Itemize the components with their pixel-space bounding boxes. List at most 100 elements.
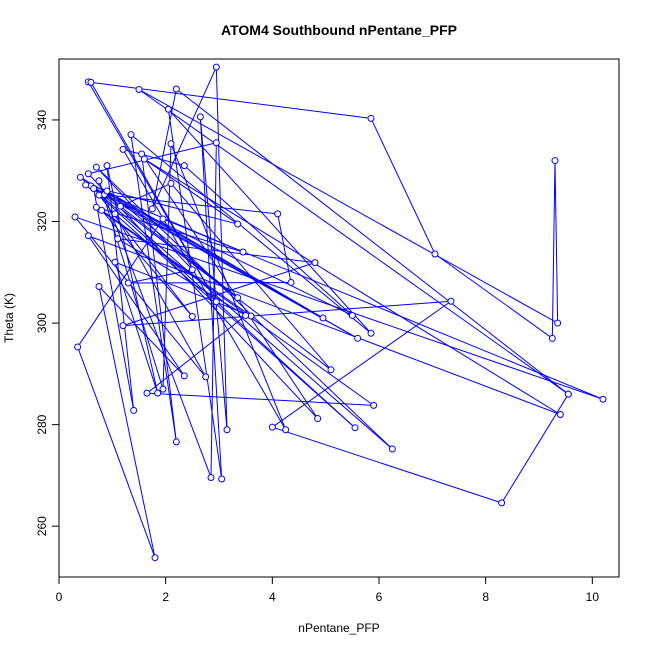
data-point — [207, 473, 215, 481]
data-point — [212, 63, 220, 71]
series-segment — [122, 148, 185, 167]
data-point — [164, 105, 172, 113]
data-point — [274, 210, 282, 218]
y-tick-label: 280 — [35, 414, 49, 434]
data-point — [95, 283, 103, 291]
series-segment — [141, 153, 177, 442]
y-tick-label: 320 — [35, 211, 49, 231]
data-point — [188, 266, 196, 274]
series-segment — [96, 206, 374, 406]
series-segment — [146, 392, 374, 406]
series-segment — [176, 88, 569, 395]
data-point — [154, 389, 162, 397]
data-point — [554, 319, 562, 327]
data-point — [242, 311, 250, 319]
series-segment — [101, 209, 252, 317]
data-point — [551, 157, 559, 165]
data-point — [148, 205, 156, 213]
data-point — [167, 140, 175, 148]
data-point — [188, 312, 196, 320]
data-point — [319, 314, 327, 322]
data-point — [388, 445, 396, 453]
data-point — [167, 179, 175, 187]
data-point — [548, 334, 556, 342]
series-segment — [199, 116, 228, 430]
series-segment — [146, 315, 246, 394]
series-segment — [144, 158, 238, 225]
series-segment — [114, 213, 207, 378]
data-point — [348, 311, 356, 319]
data-point — [327, 366, 335, 374]
series-segment — [167, 108, 372, 334]
x-tick-label: 4 — [269, 590, 276, 604]
series-segment — [93, 188, 244, 253]
data-point — [92, 163, 100, 171]
series-segment — [141, 153, 319, 419]
x-tick-label: 0 — [56, 590, 63, 604]
series-segment — [74, 216, 604, 400]
series-segment — [98, 286, 185, 377]
data-point — [367, 329, 375, 337]
data-point — [498, 499, 506, 507]
data-point — [556, 410, 564, 418]
data-point — [82, 181, 90, 189]
series-segment — [184, 165, 353, 316]
data-point — [218, 475, 226, 483]
data-point — [239, 248, 247, 256]
data-point — [314, 415, 322, 423]
series-segment — [117, 238, 316, 264]
series-segment — [120, 205, 238, 299]
data-point — [212, 298, 220, 306]
series-segment — [106, 165, 159, 394]
data-point — [599, 395, 607, 403]
series-segment — [90, 185, 332, 371]
series-segment — [106, 190, 324, 319]
y-axis-label: Theta (K) — [2, 293, 16, 343]
data-point — [127, 131, 135, 139]
series-segment — [554, 160, 559, 324]
y-tick-label: 300 — [35, 313, 49, 333]
data-point — [103, 187, 111, 195]
data-point — [234, 294, 242, 302]
series-segment — [104, 194, 278, 215]
data-point — [111, 210, 119, 218]
series-segment — [272, 300, 452, 428]
data-point — [143, 389, 151, 397]
data-point — [135, 85, 143, 93]
x-axis-label: nPentane_PFP — [298, 621, 379, 635]
series-segment — [144, 158, 561, 415]
x-axis: 0 2 4 6 8 10 — [56, 576, 599, 604]
series-segment — [130, 134, 372, 334]
data-point — [159, 215, 167, 223]
x-tick-label: 2 — [162, 590, 169, 604]
series-segment — [74, 216, 207, 378]
data-point — [287, 278, 295, 286]
data-point — [564, 390, 572, 398]
series-segment — [98, 180, 212, 478]
series-segment — [120, 182, 172, 207]
series-segment — [370, 118, 436, 255]
data-point — [95, 191, 103, 199]
data-point — [202, 373, 210, 381]
series-segment — [88, 142, 217, 175]
series-segment — [117, 238, 246, 316]
data-point — [111, 258, 119, 266]
series-segment — [128, 269, 193, 284]
series-segment — [138, 89, 558, 324]
data-point — [95, 177, 103, 185]
data-point — [180, 162, 188, 170]
series-segment — [88, 235, 561, 415]
series-segment — [199, 116, 223, 480]
data-point — [351, 424, 359, 432]
series-segment — [138, 89, 569, 395]
series-segment — [434, 253, 553, 339]
data-point — [76, 173, 84, 181]
data-point — [98, 206, 106, 214]
series-segment — [151, 88, 177, 209]
chart-title: ATOM4 Southbound nPentane_PFP — [221, 22, 457, 38]
data-point — [223, 426, 231, 434]
data-point — [87, 78, 95, 86]
series-segment — [215, 67, 228, 430]
data-point — [114, 235, 122, 243]
